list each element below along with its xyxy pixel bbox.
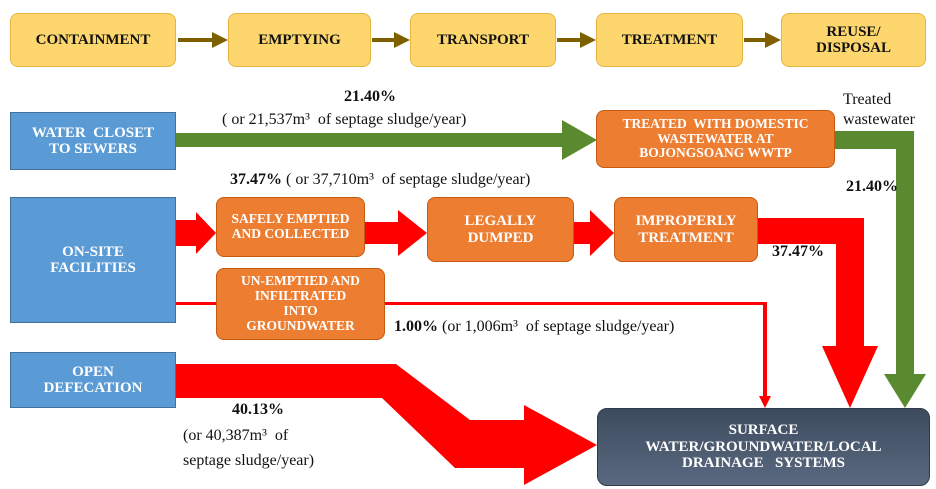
green-arrows (176, 120, 926, 408)
label-line: AND COLLECTED (231, 226, 350, 241)
label-line: INTO (283, 303, 318, 318)
label-line: GROUNDWATER (246, 317, 355, 333)
flow-percent: 21.40% (344, 88, 396, 105)
source: OPEN DEFECATION (10, 352, 176, 408)
flow-percent: 37.47% (230, 171, 282, 188)
label-line: UN-EMPTIED AND (241, 273, 360, 289)
label-line: DISPOSAL (815, 40, 892, 56)
flow-label: Treated (843, 91, 892, 108)
label-line: SURFACE (728, 422, 799, 439)
label-line: EMPTYING (258, 31, 341, 48)
label-line: INFILTRATED (254, 288, 347, 304)
flow-detail: ( or 37,710m³ of septage sludge/year) (282, 171, 531, 188)
label-line: SAFELY EMPTIED (231, 211, 350, 227)
flow-percent: 37.47% (772, 243, 824, 260)
flow-percent: 1.00% (394, 318, 438, 335)
stage: REUSE/DISPOSAL (781, 13, 926, 67)
label-line: TRANSPORT (437, 31, 529, 48)
label-line: TREATMENT (621, 31, 718, 48)
label-line: TREATED WITH DOMESTIC (622, 115, 809, 131)
label-line: DUMPED (467, 229, 534, 246)
label-line: DEFECATION (43, 380, 143, 396)
label-line: TO SEWERS (49, 141, 137, 157)
label-line: CONTAINMENT (35, 31, 151, 48)
flow-detail: (or 1,006m³ of septage sludge/year) (438, 318, 675, 335)
source: WATER CLOSET TO SEWERS (10, 112, 176, 170)
flow-text: 1.00% (or 1,006m³ of septage sludge/year… (394, 318, 674, 336)
flow-detail: (or 40,387m³ of (183, 427, 289, 444)
label-line: FACILITIES (50, 260, 136, 276)
node: UN-EMPTIED AND INFILTRATED INTO GROUNDWATER (216, 268, 385, 340)
node: SAFELY EMPTIED AND COLLECTED (216, 197, 365, 257)
stage: TREATMENT (596, 13, 743, 67)
node: TREATED WITH DOMESTIC WASTEWATER AT BOJONG… (596, 110, 835, 168)
label-line: DRAINAGE SYSTEMS (682, 455, 845, 472)
source: ON-SITE FACILITIES (10, 197, 176, 323)
label-line: IMPROPERLY (635, 213, 737, 229)
label-line: TREATMENT (638, 229, 734, 246)
flow-percent: 40.13% (232, 401, 284, 418)
node: IMPROPERLY TREATMENT (614, 197, 758, 262)
chain-arrows (178, 32, 781, 48)
flow-detail: ( or 21,537m³ of septage sludge/year) (222, 111, 467, 128)
stage: TRANSPORT (410, 13, 556, 67)
red-arrows (176, 210, 878, 485)
node: LEGALLY DUMPED (427, 197, 574, 262)
label-line: WASTEWATER AT (657, 130, 774, 146)
flow-label: wastewater (843, 111, 915, 128)
label-line: LEGALLY (464, 213, 537, 229)
label-line: OPEN (72, 363, 114, 380)
label-line: WATER CLOSET (31, 124, 155, 141)
label-line: REUSE/ (826, 23, 881, 40)
flow-detail: septage sludge/year) (183, 452, 315, 469)
flow-text: 37.47% ( or 37,710m³ of septage sludge/y… (230, 171, 530, 189)
label-line: ON-SITE (62, 243, 124, 260)
label-line: BOJONGSOANG WWTP (639, 145, 792, 161)
stage: CONTAINMENT (10, 13, 176, 67)
node: SURFACE WATER/GROUNDWATER/LOCAL DRAINAGE S… (597, 408, 930, 486)
stage: EMPTYING (228, 13, 371, 67)
label-line: WATER/GROUNDWATER/LOCAL (645, 438, 882, 455)
flow-percent: 21.40% (846, 178, 898, 195)
